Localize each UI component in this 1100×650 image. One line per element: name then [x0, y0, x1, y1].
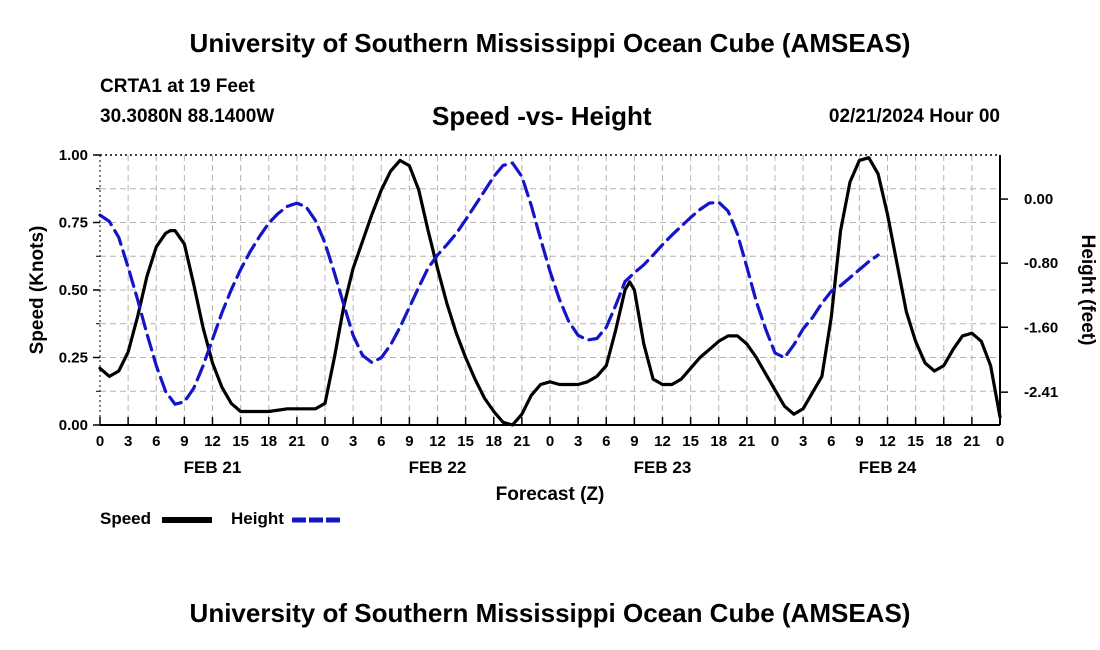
chart-subtitle: Speed -vs- Height — [432, 101, 652, 131]
x-date-label: FEB 21 — [184, 458, 242, 477]
chart-title: University of Southern Mississippi Ocean… — [189, 28, 911, 58]
x-date-label: FEB 24 — [859, 458, 917, 477]
y2-tick-label: -1.60 — [1024, 319, 1058, 336]
y2-tick-label: -0.80 — [1024, 255, 1058, 272]
station-label: CRTA1 at 19 Feet — [100, 76, 255, 97]
x-tick-label: 0 — [96, 433, 104, 450]
x-tick-label: 21 — [514, 433, 531, 450]
y-tick-label: 0.50 — [59, 282, 88, 299]
y2-tick-label: 0.00 — [1024, 191, 1053, 208]
x-tick-label: 12 — [429, 433, 446, 450]
y2-axis-title: Height (feet) — [1077, 235, 1098, 346]
x-tick-label: 3 — [799, 433, 807, 450]
x-tick-label: 9 — [630, 433, 638, 450]
x-tick-label: 3 — [124, 433, 132, 450]
grid-lines — [100, 155, 1000, 425]
x-tick-label: 12 — [879, 433, 896, 450]
x-tick-label: 0 — [996, 433, 1004, 450]
forecast-datetime: 02/21/2024 Hour 00 — [828, 106, 1000, 127]
x-tick-label: 6 — [152, 433, 160, 450]
x-tick-label: 15 — [232, 433, 249, 450]
legend-height-label: Height — [231, 509, 284, 528]
x-tick-label: 18 — [935, 433, 952, 450]
y-axis-title: Speed (Knots) — [27, 226, 48, 355]
x-tick-label: 0 — [546, 433, 554, 450]
x-tick-label: 0 — [771, 433, 779, 450]
x-tick-label: 18 — [485, 433, 502, 450]
series-line-height — [98, 161, 880, 406]
x-axis-title: Forecast (Z) — [496, 484, 605, 505]
x-tick-label: 6 — [827, 433, 835, 450]
x-date-label: FEB 22 — [409, 458, 467, 477]
y-tick-label: 0.25 — [59, 350, 88, 367]
footer-title: University of Southern Mississippi Ocean… — [189, 598, 911, 628]
x-tick-label: 12 — [654, 433, 671, 450]
x-tick-label: 6 — [377, 433, 385, 450]
x-tick-label: 12 — [204, 433, 221, 450]
x-tick-label: 3 — [349, 433, 357, 450]
coordinates-label: 30.3080N 88.1400W — [100, 106, 275, 127]
x-tick-label: 21 — [964, 433, 981, 450]
x-tick-label: 15 — [682, 433, 699, 450]
legend-speed-label: Speed — [100, 509, 152, 528]
x-tick-label: 18 — [710, 433, 727, 450]
x-tick-label: 6 — [602, 433, 610, 450]
y-tick-label: 1.00 — [59, 147, 88, 164]
x-tick-label: 15 — [907, 433, 924, 450]
x-tick-label: 9 — [855, 433, 863, 450]
x-tick-label: 18 — [260, 433, 277, 450]
axes: 0 3 6 9 12 15 18 21 0 3 6 9 12 15 18 21 0 3 6 9 12 15 18 21 0 3 6 9… — [27, 147, 1098, 505]
x-date-label: FEB 23 — [634, 458, 692, 477]
x-tick-label: 21 — [289, 433, 306, 450]
x-tick-label: 21 — [739, 433, 756, 450]
y-tick-label: 0.75 — [59, 215, 88, 232]
x-tick-label: 9 — [405, 433, 413, 450]
y2-tick-label: -2.41 — [1024, 384, 1058, 401]
x-tick-label: 0 — [321, 433, 329, 450]
series-line-speed — [98, 156, 1002, 427]
x-tick-label: 3 — [574, 433, 582, 450]
x-tick-label: 9 — [180, 433, 188, 450]
y-tick-label: 0.00 — [59, 417, 88, 434]
series-layer — [98, 156, 1002, 427]
x-tick-label: 15 — [457, 433, 474, 450]
